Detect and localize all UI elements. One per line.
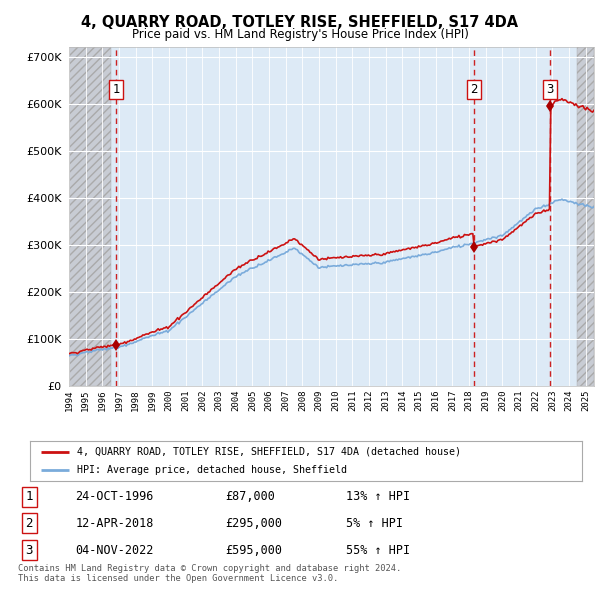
Text: 2007: 2007 [281,389,290,411]
Text: 2021: 2021 [515,389,523,411]
Text: 1997: 1997 [115,389,124,411]
Text: 2020: 2020 [498,389,507,411]
Text: 2013: 2013 [381,389,390,411]
Text: 2019: 2019 [481,389,490,411]
Text: 24-OCT-1996: 24-OCT-1996 [76,490,154,503]
Text: 2: 2 [470,83,478,96]
Text: 2001: 2001 [181,389,190,411]
Text: 2017: 2017 [448,389,457,411]
Text: HPI: Average price, detached house, Sheffield: HPI: Average price, detached house, Shef… [77,465,347,475]
Text: 2018: 2018 [464,389,473,411]
Text: 4, QUARRY ROAD, TOTLEY RISE, SHEFFIELD, S17 4DA (detached house): 4, QUARRY ROAD, TOTLEY RISE, SHEFFIELD, … [77,447,461,457]
Text: 2023: 2023 [548,389,557,411]
Text: 3: 3 [26,543,33,556]
Text: 2015: 2015 [415,389,424,411]
Text: 1: 1 [26,490,33,503]
Text: 2022: 2022 [531,389,540,411]
Text: 2024: 2024 [565,389,574,411]
Text: 2003: 2003 [215,389,223,411]
Text: £595,000: £595,000 [225,543,282,556]
Text: 55% ↑ HPI: 55% ↑ HPI [346,543,410,556]
Text: 2002: 2002 [198,389,207,411]
Text: 1994: 1994 [65,389,74,411]
Text: 12-APR-2018: 12-APR-2018 [76,517,154,530]
Text: 04-NOV-2022: 04-NOV-2022 [76,543,154,556]
Text: 2011: 2011 [348,389,357,411]
Text: 1996: 1996 [98,389,107,411]
Text: 2000: 2000 [164,389,173,411]
Bar [69,47,110,386]
Text: 2006: 2006 [265,389,274,411]
Text: 1995: 1995 [81,389,90,411]
Text: £87,000: £87,000 [225,490,275,503]
Text: 13% ↑ HPI: 13% ↑ HPI [346,490,410,503]
Text: 2004: 2004 [231,389,240,411]
Text: 2014: 2014 [398,389,407,411]
Text: 3: 3 [546,83,553,96]
Text: 1998: 1998 [131,389,140,411]
Text: 2010: 2010 [331,389,340,411]
Text: 2009: 2009 [314,389,323,411]
Text: 2016: 2016 [431,389,440,411]
Text: 1: 1 [112,83,120,96]
Bar [577,47,594,386]
Text: 2025: 2025 [581,389,590,411]
Text: £295,000: £295,000 [225,517,282,530]
Text: 2012: 2012 [365,389,373,411]
Text: Price paid vs. HM Land Registry's House Price Index (HPI): Price paid vs. HM Land Registry's House … [131,28,469,41]
Text: 2008: 2008 [298,389,307,411]
Text: 2: 2 [26,517,33,530]
Text: 5% ↑ HPI: 5% ↑ HPI [346,517,403,530]
Text: 4, QUARRY ROAD, TOTLEY RISE, SHEFFIELD, S17 4DA: 4, QUARRY ROAD, TOTLEY RISE, SHEFFIELD, … [82,15,518,30]
Text: 1999: 1999 [148,389,157,411]
Text: 2005: 2005 [248,389,257,411]
Text: Contains HM Land Registry data © Crown copyright and database right 2024.
This d: Contains HM Land Registry data © Crown c… [18,564,401,584]
